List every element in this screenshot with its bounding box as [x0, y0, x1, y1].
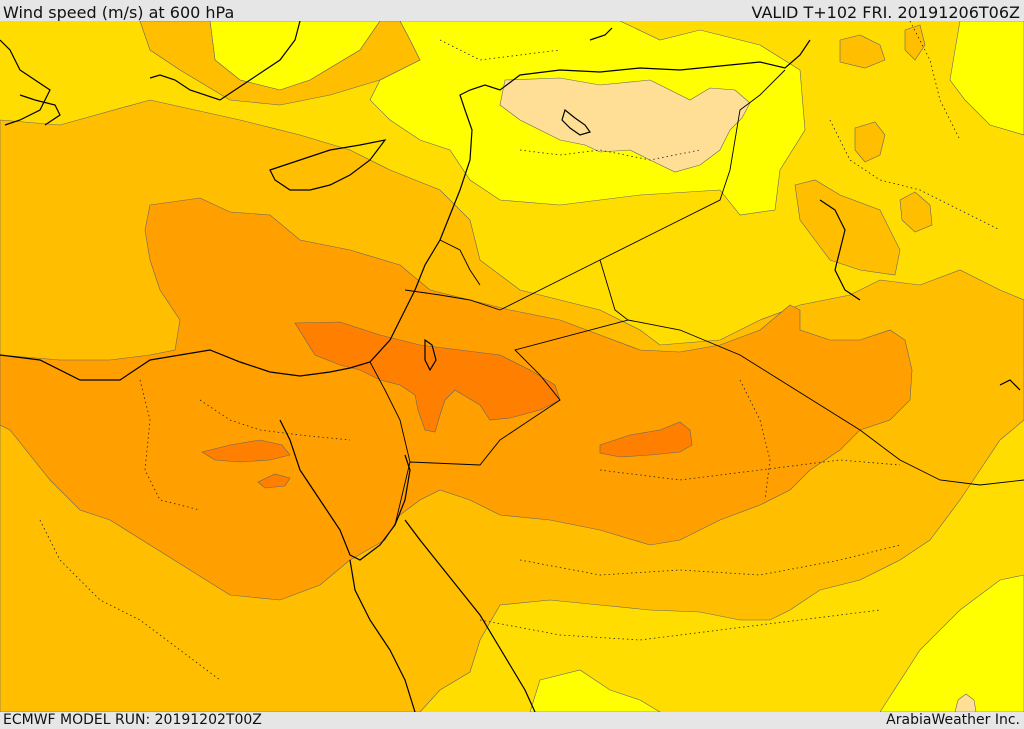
field-band-2-south: [529, 669, 661, 712]
valid-time: VALID T+102 FRI. 20191206T06Z: [751, 3, 1020, 22]
field-band-2-southeast: [879, 574, 1024, 712]
field-band-4-north: [139, 21, 421, 106]
field-band-1: [499, 77, 751, 173]
field-band-4-spot-c: [899, 191, 933, 233]
field-band-2-east: [949, 21, 1024, 136]
wind-speed-map: [0, 21, 1024, 712]
field-band-4-spot-d: [904, 24, 926, 61]
map-panel: [0, 21, 1024, 712]
province-boundaries: [39, 21, 1001, 681]
field-band-6-sinai: [201, 439, 291, 463]
coastlines: [0, 21, 1021, 712]
country-borders: [369, 69, 1024, 526]
field-band-1-spot: [954, 693, 977, 712]
model-run: ECMWF MODEL RUN: 20191202T00Z: [3, 712, 262, 728]
field-band-5: [0, 197, 913, 601]
credit: ArabiaWeather Inc.: [886, 712, 1020, 728]
field-band-4-spot-a: [854, 121, 886, 163]
field-band-6-spot: [257, 473, 291, 489]
map-title: Wind speed (m/s) at 600 hPa: [3, 3, 235, 22]
field-band-6-main: [294, 321, 561, 433]
footer-bar: ECMWF MODEL RUN: 20191202T00Z ArabiaWeat…: [0, 712, 1024, 729]
field-band-4-ne: [794, 179, 901, 276]
header-bar: Wind speed (m/s) at 600 hPa VALID T+102 …: [0, 0, 1024, 22]
field-band-6-east: [599, 421, 693, 458]
field-band-4-spot-b: [839, 34, 886, 69]
